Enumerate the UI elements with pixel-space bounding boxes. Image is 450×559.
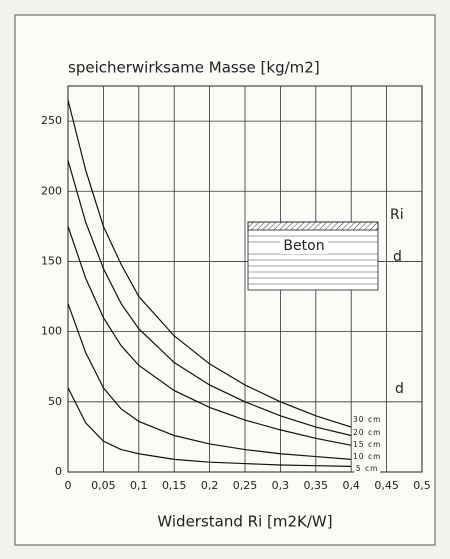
- line: [67, 226, 352, 446]
- x-tick-label: 0,05: [91, 479, 116, 492]
- x-tick-label: 0,45: [374, 479, 399, 492]
- ri-label: Ri: [390, 207, 404, 223]
- x-tick-label: 0,25: [233, 479, 258, 492]
- series-label: 20 cm: [353, 428, 381, 437]
- chart-title: speicherwirksame Masse [kg/m2]: [68, 59, 320, 77]
- line: [67, 99, 352, 428]
- inset-box: [247, 221, 379, 291]
- series-label: 5 cm: [356, 464, 379, 473]
- series-label: 15 cm: [353, 440, 381, 449]
- label-bg: [354, 428, 381, 438]
- d-legend-label: d: [395, 381, 404, 397]
- y-tick-label: 200: [41, 184, 62, 197]
- y-tick-label: 50: [48, 395, 62, 408]
- line: [67, 160, 352, 437]
- label-bg: [354, 415, 381, 425]
- line: [67, 303, 352, 460]
- label-bg: [354, 464, 381, 474]
- y-tick-label: 100: [41, 325, 62, 338]
- y-tick-label: 250: [41, 114, 62, 127]
- x-tick-label: 0,3: [272, 479, 290, 492]
- series-label: 10 cm: [353, 452, 381, 461]
- plot-border: [67, 85, 423, 473]
- label-bg: [280, 238, 328, 254]
- inset: Beton Ri d d: [247, 207, 404, 397]
- x-tick-label: 0: [65, 479, 72, 492]
- x-tick-label: 0,1: [130, 479, 148, 492]
- y-tick-label: 150: [41, 254, 62, 267]
- label-bg: [354, 452, 381, 462]
- x-tick-label: 0,2: [201, 479, 219, 492]
- inset-hatch: [247, 221, 379, 231]
- x-tick-label: 0,4: [342, 479, 360, 492]
- plot: 0 50 100 150 200 250 0 0,05 0,1 0,15 0,2 0,25 0,3 0,3…: [41, 85, 431, 492]
- x-tick-label: 0,5: [413, 479, 431, 492]
- label-bg: [354, 440, 381, 450]
- x-tick-label: 0,35: [304, 479, 329, 492]
- x-axis-label: Widerstand Ri [m2K/W]: [157, 513, 332, 531]
- y-tick-label: 0: [55, 465, 62, 478]
- x-tick-label: 0,15: [162, 479, 187, 492]
- d-label: d: [393, 249, 402, 265]
- material-label: Beton: [283, 238, 324, 254]
- series-label: 30 cm: [353, 415, 381, 424]
- line: [67, 387, 352, 467]
